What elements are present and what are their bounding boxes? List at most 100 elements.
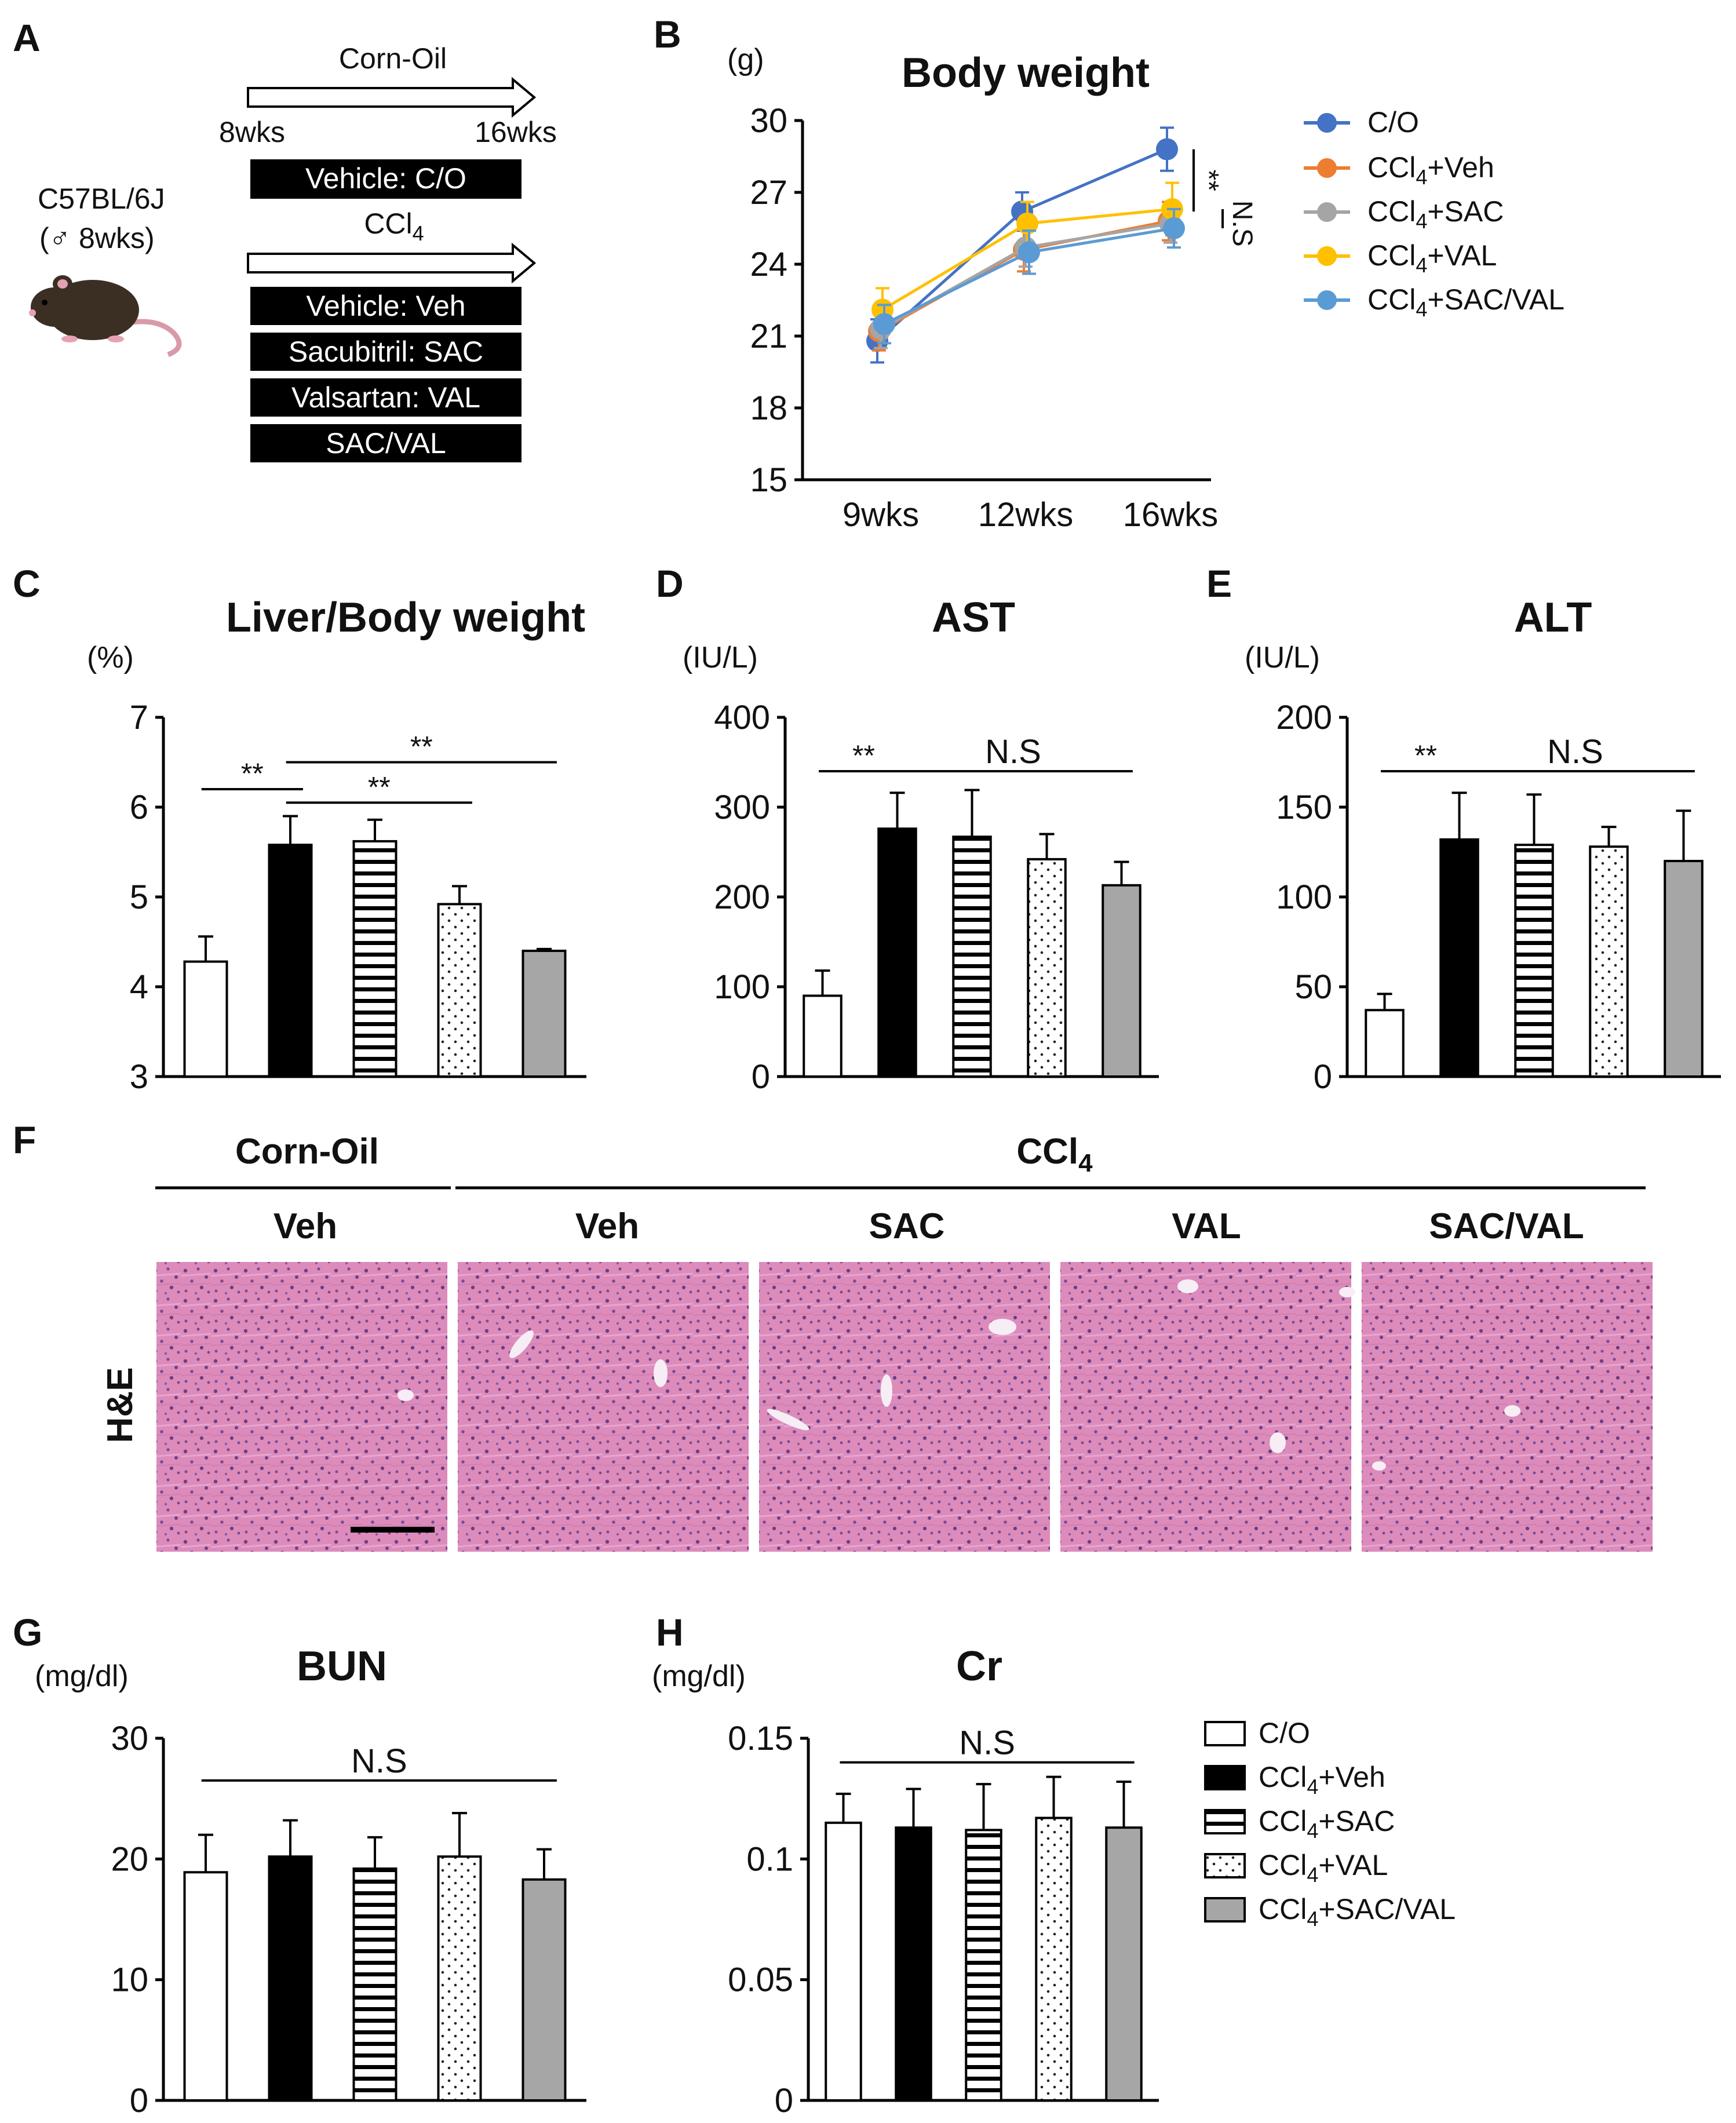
legend-label: CCl4+SAC xyxy=(1259,1805,1395,1843)
panel-letters: A B C D E F G H xyxy=(13,13,1232,1654)
data-point-co xyxy=(1156,138,1178,160)
significance-label: N.S xyxy=(351,1742,407,1780)
plot-area: 0 10 20 30 N.S xyxy=(111,1720,586,2120)
treatment-box-sacval xyxy=(250,424,521,462)
legend-label: CCl4+SAC/VAL xyxy=(1367,283,1564,321)
chart-title: Cr xyxy=(956,1643,1002,1690)
chart-alt: ALT (IU/L) 0 50 100 150 200 ** N.S xyxy=(1245,594,1721,1096)
bar-ccl4-veh xyxy=(268,844,313,1078)
y-tick-label: 6 xyxy=(130,789,148,826)
legend-item-sacval: CCl4+SAC/VAL xyxy=(1204,1893,1456,1931)
y-tick-label: 7 xyxy=(130,699,148,736)
bar-ccl4-veh xyxy=(1439,838,1479,1078)
bar-co xyxy=(1365,1009,1405,1078)
he-image-ccl4-val xyxy=(1060,1262,1351,1552)
y-tick-label: 0 xyxy=(752,1058,770,1096)
ccl4-label: CCl4 xyxy=(364,207,424,245)
legend-label: C/O xyxy=(1367,106,1419,138)
chart-title: ALT xyxy=(1514,594,1592,641)
bar-ccl4-veh xyxy=(895,1826,932,2102)
bar-ccl4-sac xyxy=(352,840,397,1078)
legend-swatch xyxy=(1204,1897,1246,1923)
legend-marker xyxy=(1317,158,1337,178)
plot-area: 0 0.05 0.1 0.15 N.S xyxy=(728,1720,1159,2120)
treatment-label-sacval: SAC/VAL xyxy=(326,427,446,459)
ccl4-arrow xyxy=(247,242,537,284)
legend-item-val: CCl4+VAL xyxy=(1204,1849,1388,1887)
age-label: (♂ 8wks) xyxy=(39,222,155,254)
start-age-label: 8wks xyxy=(219,116,285,148)
legend-label: CCl4+VAL xyxy=(1259,1849,1388,1887)
panel-letter-a: A xyxy=(13,16,41,59)
bar-ccl4-val xyxy=(437,1855,482,2102)
significance-label: ** xyxy=(241,757,264,790)
legend-label: CCl4+Veh xyxy=(1367,151,1494,189)
significance-label: ** xyxy=(852,739,875,772)
column-label: Veh xyxy=(273,1206,337,1246)
chart-cr: Cr (mg/dl) 0 0.05 0.1 0.15 N.S xyxy=(652,1643,1159,2120)
legend-item-veh: CCl4+Veh xyxy=(1204,1761,1385,1799)
column-label: SAC xyxy=(869,1206,945,1246)
y-tick-label: 30 xyxy=(111,1720,148,1757)
end-age-label: 16wks xyxy=(475,116,557,148)
y-tick-label: 15 xyxy=(750,461,787,499)
bar-legend: C/O CCl4+Veh CCl4+SAC CCl4+VAL CCl4+SAC/… xyxy=(1204,1717,1456,1931)
y-axis-unit: (IU/L) xyxy=(1245,641,1320,674)
x-tick-label: 12wks xyxy=(978,496,1073,534)
chart-title: AST xyxy=(932,594,1015,641)
legend-marker xyxy=(1317,290,1337,310)
y-tick-label: 0 xyxy=(1314,1058,1332,1096)
bar-ccl4-sac xyxy=(352,1867,397,2102)
y-tick-label: 400 xyxy=(714,699,770,736)
y-tick-label: 10 xyxy=(111,1961,148,1999)
bar-co xyxy=(183,960,228,1078)
bar-ccl4-sacval xyxy=(521,1878,567,2102)
legend-label: CCl4+VAL xyxy=(1367,239,1497,277)
significance-label: N.S xyxy=(1547,733,1603,771)
data-point-sacval xyxy=(1018,241,1040,264)
y-tick-label: 150 xyxy=(1276,789,1332,826)
mouse-icon xyxy=(29,275,182,358)
legend-marker xyxy=(1317,113,1337,133)
bar-ccl4-veh xyxy=(268,1855,313,2102)
row-label-he: H&E xyxy=(100,1367,140,1443)
y-tick-label: 0.05 xyxy=(728,1961,793,1999)
legend-swatch xyxy=(1204,1853,1246,1878)
x-tick-label: 16wks xyxy=(1123,496,1218,534)
panel-a-design: C57BL/6J (♂ 8wks) Corn-Oil 8wks 16wks Ve… xyxy=(29,42,557,462)
chart-ast: AST (IU/L) 0 100 200 300 400 ** N.S xyxy=(683,594,1159,1096)
bar-co xyxy=(803,994,843,1078)
y-tick-label: 0.1 xyxy=(746,1840,793,1878)
significance-label: ** xyxy=(410,731,433,763)
column-label: VAL xyxy=(1172,1206,1241,1246)
legend-item-co: C/O xyxy=(1304,106,1419,138)
significance-label: N.S xyxy=(959,1724,1015,1762)
vessel-spots xyxy=(397,1279,1520,1471)
panel-letter-g: G xyxy=(13,1611,42,1654)
plot-area: 0 100 200 300 400 ** N.S xyxy=(714,699,1159,1096)
y-tick-label: 200 xyxy=(1276,699,1332,736)
corn-oil-label: Corn-Oil xyxy=(339,42,447,75)
legend-item-val: CCl4+VAL xyxy=(1304,239,1497,277)
legend: C/O CCl4+Veh CCl4+SAC CCl4+VAL CCl4+SAC/ xyxy=(1304,106,1564,321)
y-tick-label: 24 xyxy=(750,246,787,283)
y-tick-label: 21 xyxy=(750,318,787,355)
bar-ccl4-sacval xyxy=(1105,1826,1143,2102)
y-tick-label: 20 xyxy=(111,1840,148,1878)
legend-item-veh: CCl4+Veh xyxy=(1304,151,1494,189)
legend-marker xyxy=(1317,202,1337,222)
bar-ccl4-val xyxy=(1027,858,1067,1078)
legend-label: CCl4+SAC/VAL xyxy=(1259,1893,1456,1931)
bar-ccl4-val xyxy=(1035,1816,1073,2102)
legend-item-co: C/O xyxy=(1204,1717,1310,1749)
legend-item-sac: CCl4+SAC xyxy=(1304,195,1504,233)
corn-oil-arrow xyxy=(247,76,537,118)
panel-letter-c: C xyxy=(13,562,41,605)
panel-letter-e: E xyxy=(1206,562,1232,605)
legend-marker xyxy=(1317,246,1337,266)
data-point-sacval xyxy=(873,313,895,335)
chart-liver-body-weight: Liver/Body weight (%) 3 4 5 6 7 ** ** ** xyxy=(87,594,586,1096)
panel-letter-h: H xyxy=(656,1611,684,1654)
legend-swatch xyxy=(1204,1809,1246,1834)
significance-label: N.S xyxy=(1227,200,1257,247)
